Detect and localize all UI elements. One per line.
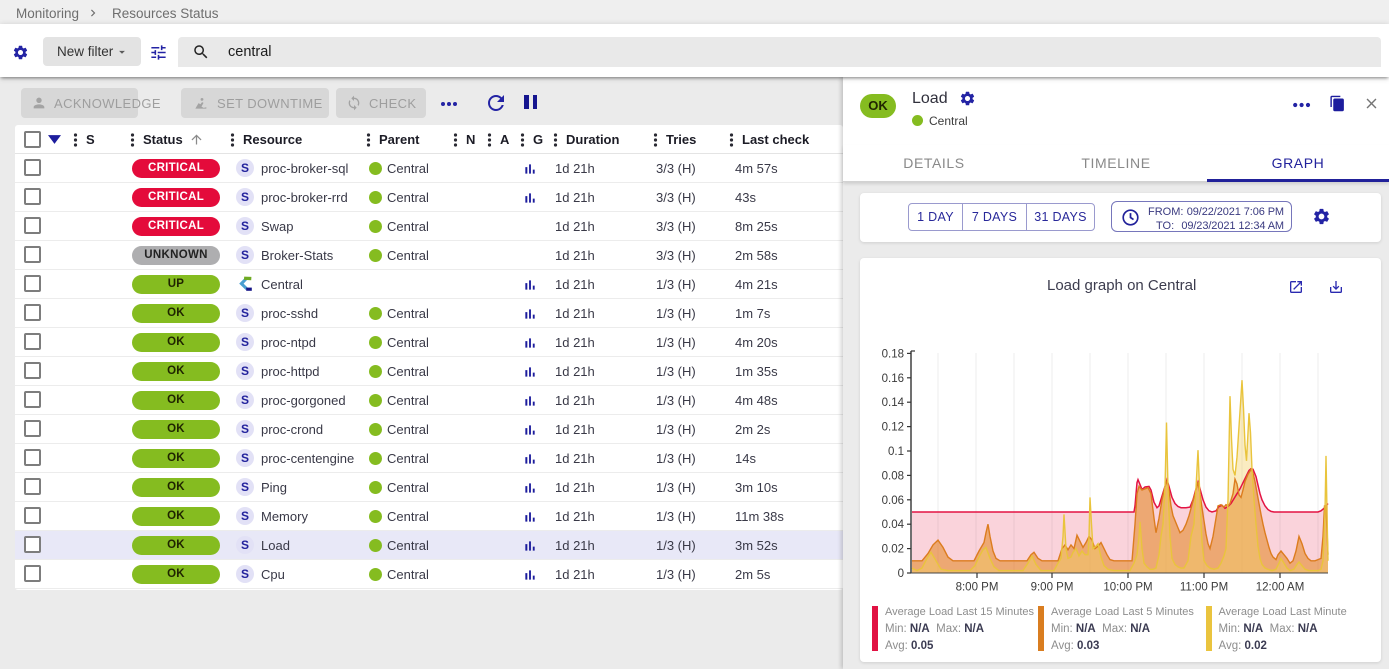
svg-text:0.18: 0.18	[882, 348, 904, 360]
svg-text:0.14: 0.14	[882, 397, 905, 409]
svg-text:0.16: 0.16	[882, 373, 904, 385]
svg-text:0.04: 0.04	[882, 519, 905, 531]
svg-text:12:00 AM: 12:00 AM	[1256, 582, 1305, 594]
svg-text:11:00 PM: 11:00 PM	[1180, 582, 1228, 594]
svg-text:9:00 PM: 9:00 PM	[1031, 582, 1074, 594]
svg-text:10:00 PM: 10:00 PM	[1103, 582, 1152, 594]
svg-text:0.06: 0.06	[882, 495, 904, 507]
svg-text:0.12: 0.12	[882, 422, 904, 434]
svg-text:0.1: 0.1	[888, 446, 904, 458]
svg-text:0: 0	[898, 568, 904, 580]
svg-text:8:00 PM: 8:00 PM	[956, 582, 999, 594]
svg-text:0.08: 0.08	[882, 470, 904, 482]
svg-text:0.02: 0.02	[882, 544, 904, 556]
